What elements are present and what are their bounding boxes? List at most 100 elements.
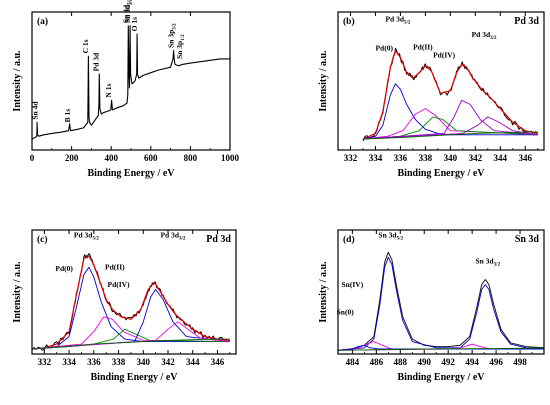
- x-tick-label: 336: [87, 357, 101, 367]
- peak-label: Sn(IV): [342, 280, 364, 289]
- plot-frame: [337, 229, 545, 355]
- x-tick-label: 400: [104, 153, 118, 163]
- x-tick-label: 340: [444, 153, 458, 163]
- peak-label-sub: 3/2: [179, 236, 186, 241]
- x-tick-label: 332: [344, 153, 358, 163]
- x-tick-label: 340: [137, 357, 151, 367]
- series-data-noisy-0: [362, 47, 539, 142]
- x-tick-label: 498: [513, 357, 527, 367]
- peak-label: C 1s: [81, 39, 90, 53]
- x-axis-title: Binding Energy / eV: [91, 372, 179, 383]
- x-tick-label: 344: [494, 153, 508, 163]
- peak-label: O 1s: [130, 17, 139, 31]
- x-tick-label: 342: [161, 357, 175, 367]
- x-tick-label: 346: [519, 153, 533, 163]
- plot-frame: [31, 229, 237, 355]
- panel-d: 484 486 488 490 492 494 496 498 Binding Energy /…: [318, 229, 545, 383]
- panel-tag: (b): [343, 16, 355, 27]
- peak-label-sub: 5/2: [127, 0, 132, 5]
- peak-label: N 1s: [104, 84, 113, 98]
- x-tick-label: 486: [370, 357, 384, 367]
- peak-label-sub: 3/2: [494, 262, 501, 267]
- x-tick-label: 338: [419, 153, 433, 163]
- panel-title: Sn 3d: [515, 234, 540, 245]
- series-component-magenta-3: [31, 316, 230, 350]
- peak-label: Sn 3p1/2: [175, 34, 186, 59]
- series-component-purple-6: [362, 116, 538, 140]
- series-fit-red-1: [31, 255, 230, 350]
- x-tick-label: 600: [144, 153, 158, 163]
- peak-label: Sn 3d5/2: [378, 230, 403, 241]
- series-component-blue-5: [31, 289, 230, 350]
- x-tick-label: 334: [369, 153, 383, 163]
- y-axis-title: Intensity / a.u.: [318, 261, 329, 323]
- panel-tag: (c): [37, 234, 48, 245]
- x-tick-label: 488: [394, 357, 408, 367]
- x-tick-label: 494: [465, 357, 479, 367]
- peak-label: Sn(0): [337, 307, 355, 316]
- series-black-0: [31, 25, 230, 140]
- peak-label: B 1s: [63, 109, 72, 123]
- y-axis-title: Intensity / a.u.: [12, 261, 23, 323]
- x-tick-label: 336: [394, 153, 408, 163]
- series-baseline-green-5: [337, 347, 545, 351]
- x-tick-label: 338: [112, 357, 126, 367]
- peak-label-sub: 3/2: [490, 36, 497, 41]
- peak-label: Sn 3d5/2: [121, 0, 132, 23]
- x-tick-label: 0: [30, 153, 35, 163]
- peak-label-sub: 1/2: [181, 34, 186, 41]
- peak-label: Pd 3d5/2: [385, 15, 410, 26]
- series-component-purple-5: [362, 99, 538, 140]
- panel-b: 332 334 336 338 340 342 344 346 Binding Energy /…: [318, 11, 545, 179]
- peak-label-sub: 5/2: [92, 236, 99, 241]
- x-tick-label: 334: [62, 357, 76, 367]
- x-tick-label: 344: [186, 357, 200, 367]
- peak-label: Pd 3d3/2: [160, 230, 185, 241]
- x-tick-label: 490: [417, 357, 431, 367]
- peak-label: Pd 3d3/2: [472, 30, 497, 41]
- x-tick-label: 342: [469, 153, 483, 163]
- panel-title: Pd 3d: [514, 16, 539, 27]
- peak-label: Sn 4d: [31, 101, 40, 120]
- x-tick-label: 1000: [221, 153, 240, 163]
- series-component-blue-2: [31, 266, 230, 350]
- y-axis-title: Intensity / a.u.: [318, 50, 329, 112]
- peak-label-sub: 3/2: [173, 23, 178, 30]
- series-baseline-green-7: [362, 131, 538, 140]
- peak-label: Pd 3d: [92, 52, 101, 71]
- plot-frame: [31, 11, 231, 151]
- x-axis-title: Binding Energy / eV: [398, 372, 486, 383]
- series-component-blue-1: [337, 256, 545, 351]
- panel-tag: (d): [343, 234, 355, 245]
- peak-label: Pd(IV): [433, 51, 456, 60]
- x-tick-label: 332: [38, 357, 52, 367]
- peak-label: Pd(0): [375, 44, 393, 53]
- x-axis-title: Binding Energy / eV: [398, 168, 486, 179]
- series-baseline-green-7: [31, 338, 230, 350]
- x-tick-label: 200: [65, 153, 79, 163]
- plot-frame: [337, 11, 545, 151]
- peak-label: Sn 3d3/2: [123, 0, 134, 23]
- y-axis-title: Intensity / a.u.: [12, 50, 23, 112]
- series-component-magenta-3: [362, 108, 538, 140]
- panel-c: 332 334 336 338 340 342 344 346 Binding Energy /…: [12, 229, 237, 383]
- peak-label: Pd(0): [55, 264, 73, 273]
- series-data-clean-0: [337, 251, 545, 351]
- series-component-blue-4: [337, 344, 544, 351]
- peak-label-sub: 5/2: [404, 21, 411, 26]
- x-tick-label: 346: [211, 357, 225, 367]
- peak-label: Pd 3d5/2: [74, 230, 99, 241]
- panel-tag: (a): [37, 16, 48, 27]
- x-tick-label: 800: [184, 153, 198, 163]
- panel-a: 0 200 400 600 800 1000 Binding Energy / eV Inte…: [12, 0, 240, 179]
- series-component-magenta-6: [31, 321, 230, 350]
- x-tick-label: 492: [441, 357, 455, 367]
- series-fit-red-1: [362, 49, 538, 140]
- peak-label: Sn 3p3/2: [167, 23, 178, 48]
- x-axis-title: Binding Energy / eV: [88, 168, 176, 179]
- peak-label: Pd(IV): [107, 280, 130, 289]
- peak-label-sub: 5/2: [397, 236, 404, 241]
- peak-label: Sn 3d3/2: [475, 256, 500, 267]
- x-tick-label: 484: [346, 357, 360, 367]
